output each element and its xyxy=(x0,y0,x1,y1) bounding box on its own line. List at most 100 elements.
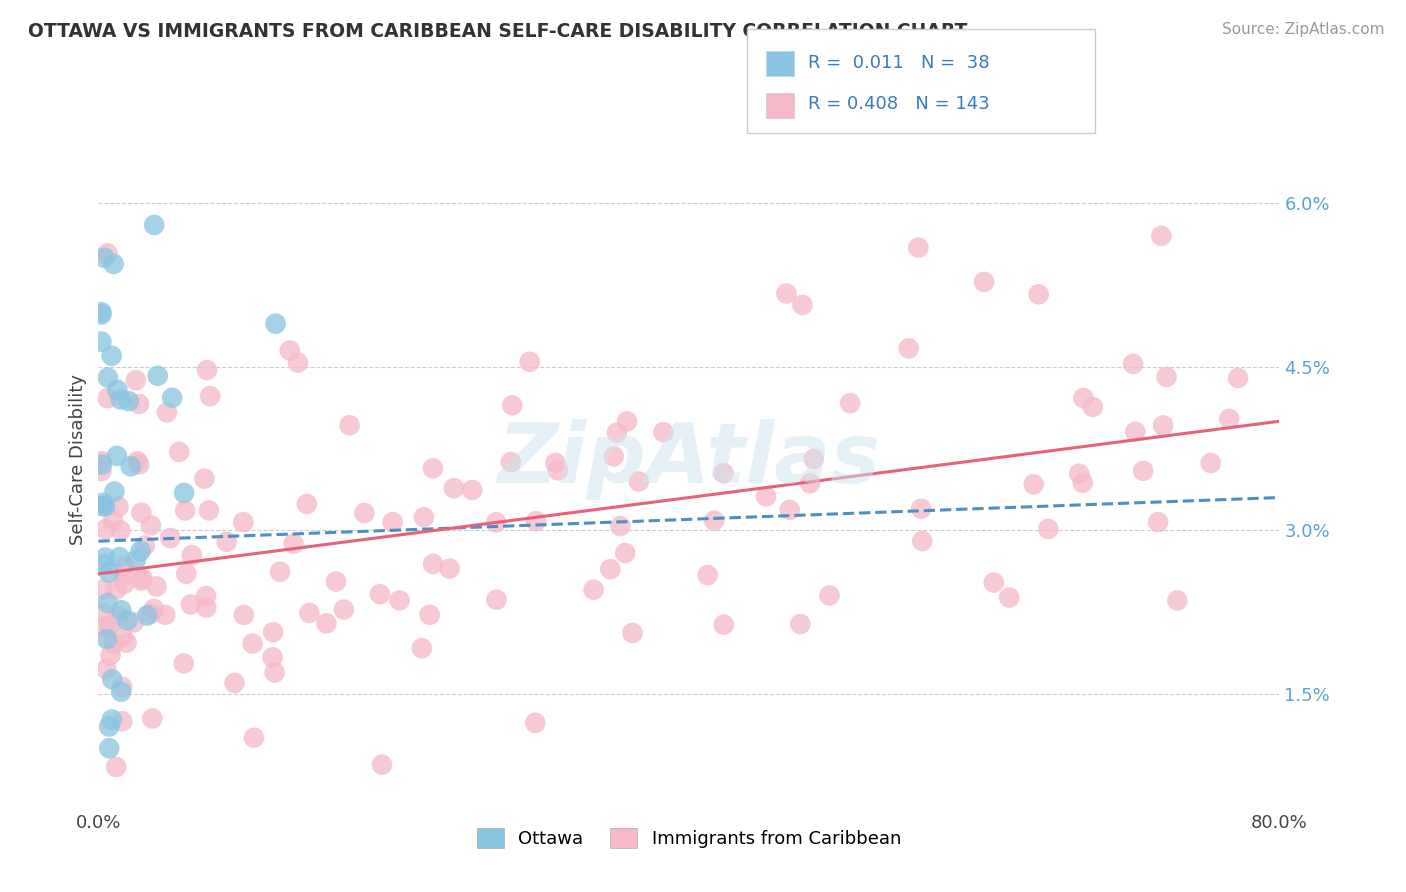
Point xyxy=(779,503,801,517)
Point xyxy=(519,355,541,369)
Point xyxy=(131,506,153,520)
Point xyxy=(193,471,215,485)
Point xyxy=(283,536,305,550)
Point xyxy=(983,575,1005,590)
Point xyxy=(180,548,202,562)
Point xyxy=(167,445,190,459)
Point xyxy=(107,500,129,514)
Point xyxy=(97,370,120,384)
Point xyxy=(173,486,195,500)
Point xyxy=(621,626,644,640)
Point xyxy=(142,602,165,616)
Point xyxy=(910,501,932,516)
Point xyxy=(180,598,202,612)
Point xyxy=(107,608,129,623)
Y-axis label: Self-Care Disability: Self-Care Disability xyxy=(69,374,87,545)
Point xyxy=(114,568,136,582)
Point xyxy=(897,342,920,356)
Point xyxy=(96,596,118,610)
Point xyxy=(287,356,309,370)
Point xyxy=(818,589,841,603)
Point xyxy=(224,676,246,690)
Point xyxy=(134,539,156,553)
Point xyxy=(156,405,179,419)
Point xyxy=(1125,425,1147,439)
Point xyxy=(1069,467,1091,481)
Point xyxy=(159,531,181,545)
Point xyxy=(91,582,114,597)
Point xyxy=(90,499,112,513)
Point xyxy=(174,503,197,517)
Point xyxy=(1071,475,1094,490)
Point xyxy=(90,464,112,478)
Point xyxy=(582,582,605,597)
Point xyxy=(1199,456,1222,470)
Text: ZipAtlas: ZipAtlas xyxy=(498,419,880,500)
Point xyxy=(1022,477,1045,491)
Point xyxy=(998,591,1021,605)
Point xyxy=(98,741,121,756)
Point xyxy=(155,607,177,622)
Point xyxy=(792,298,814,312)
Point xyxy=(439,561,461,575)
Point xyxy=(93,620,115,634)
Point xyxy=(146,368,169,383)
Point xyxy=(141,711,163,725)
Point xyxy=(755,490,778,504)
Point xyxy=(101,673,124,687)
Point xyxy=(105,582,128,597)
Point xyxy=(93,557,115,571)
Point xyxy=(111,629,134,643)
Point xyxy=(103,484,125,499)
Point xyxy=(215,534,238,549)
Point xyxy=(339,418,361,433)
Point xyxy=(90,334,112,349)
Point xyxy=(443,481,465,495)
Point xyxy=(105,760,128,774)
Point xyxy=(263,665,285,680)
Point xyxy=(353,506,375,520)
Point xyxy=(94,500,117,514)
Point xyxy=(803,452,825,467)
Point xyxy=(544,456,567,470)
Point xyxy=(112,577,135,591)
Point xyxy=(1166,593,1188,607)
Point xyxy=(90,454,112,468)
Point xyxy=(388,593,411,607)
Point xyxy=(128,397,150,411)
Legend: Ottawa, Immigrants from Caribbean: Ottawa, Immigrants from Caribbean xyxy=(470,821,908,855)
Point xyxy=(713,617,735,632)
Point xyxy=(799,476,821,491)
Point xyxy=(90,458,112,472)
Point xyxy=(114,558,136,573)
Point xyxy=(243,731,266,745)
Point xyxy=(485,516,508,530)
Point xyxy=(128,458,150,472)
Point xyxy=(1156,370,1178,384)
Point xyxy=(262,650,284,665)
Point xyxy=(103,637,125,651)
Point xyxy=(713,467,735,481)
Point xyxy=(232,607,254,622)
Point xyxy=(195,589,218,603)
Point xyxy=(100,349,122,363)
Point xyxy=(1132,464,1154,478)
Point xyxy=(907,241,929,255)
Point xyxy=(110,603,132,617)
Point xyxy=(499,455,522,469)
Point xyxy=(105,449,128,463)
Point xyxy=(145,579,167,593)
Point xyxy=(599,562,621,576)
Point xyxy=(1150,228,1173,243)
Point xyxy=(1081,400,1104,414)
Point xyxy=(614,546,637,560)
Point xyxy=(129,574,152,588)
Point xyxy=(295,497,318,511)
Point xyxy=(547,463,569,477)
Point xyxy=(198,389,221,403)
Point xyxy=(381,515,404,529)
Point xyxy=(93,251,115,265)
Point xyxy=(422,461,444,475)
Point xyxy=(368,587,391,601)
Point xyxy=(333,602,356,616)
